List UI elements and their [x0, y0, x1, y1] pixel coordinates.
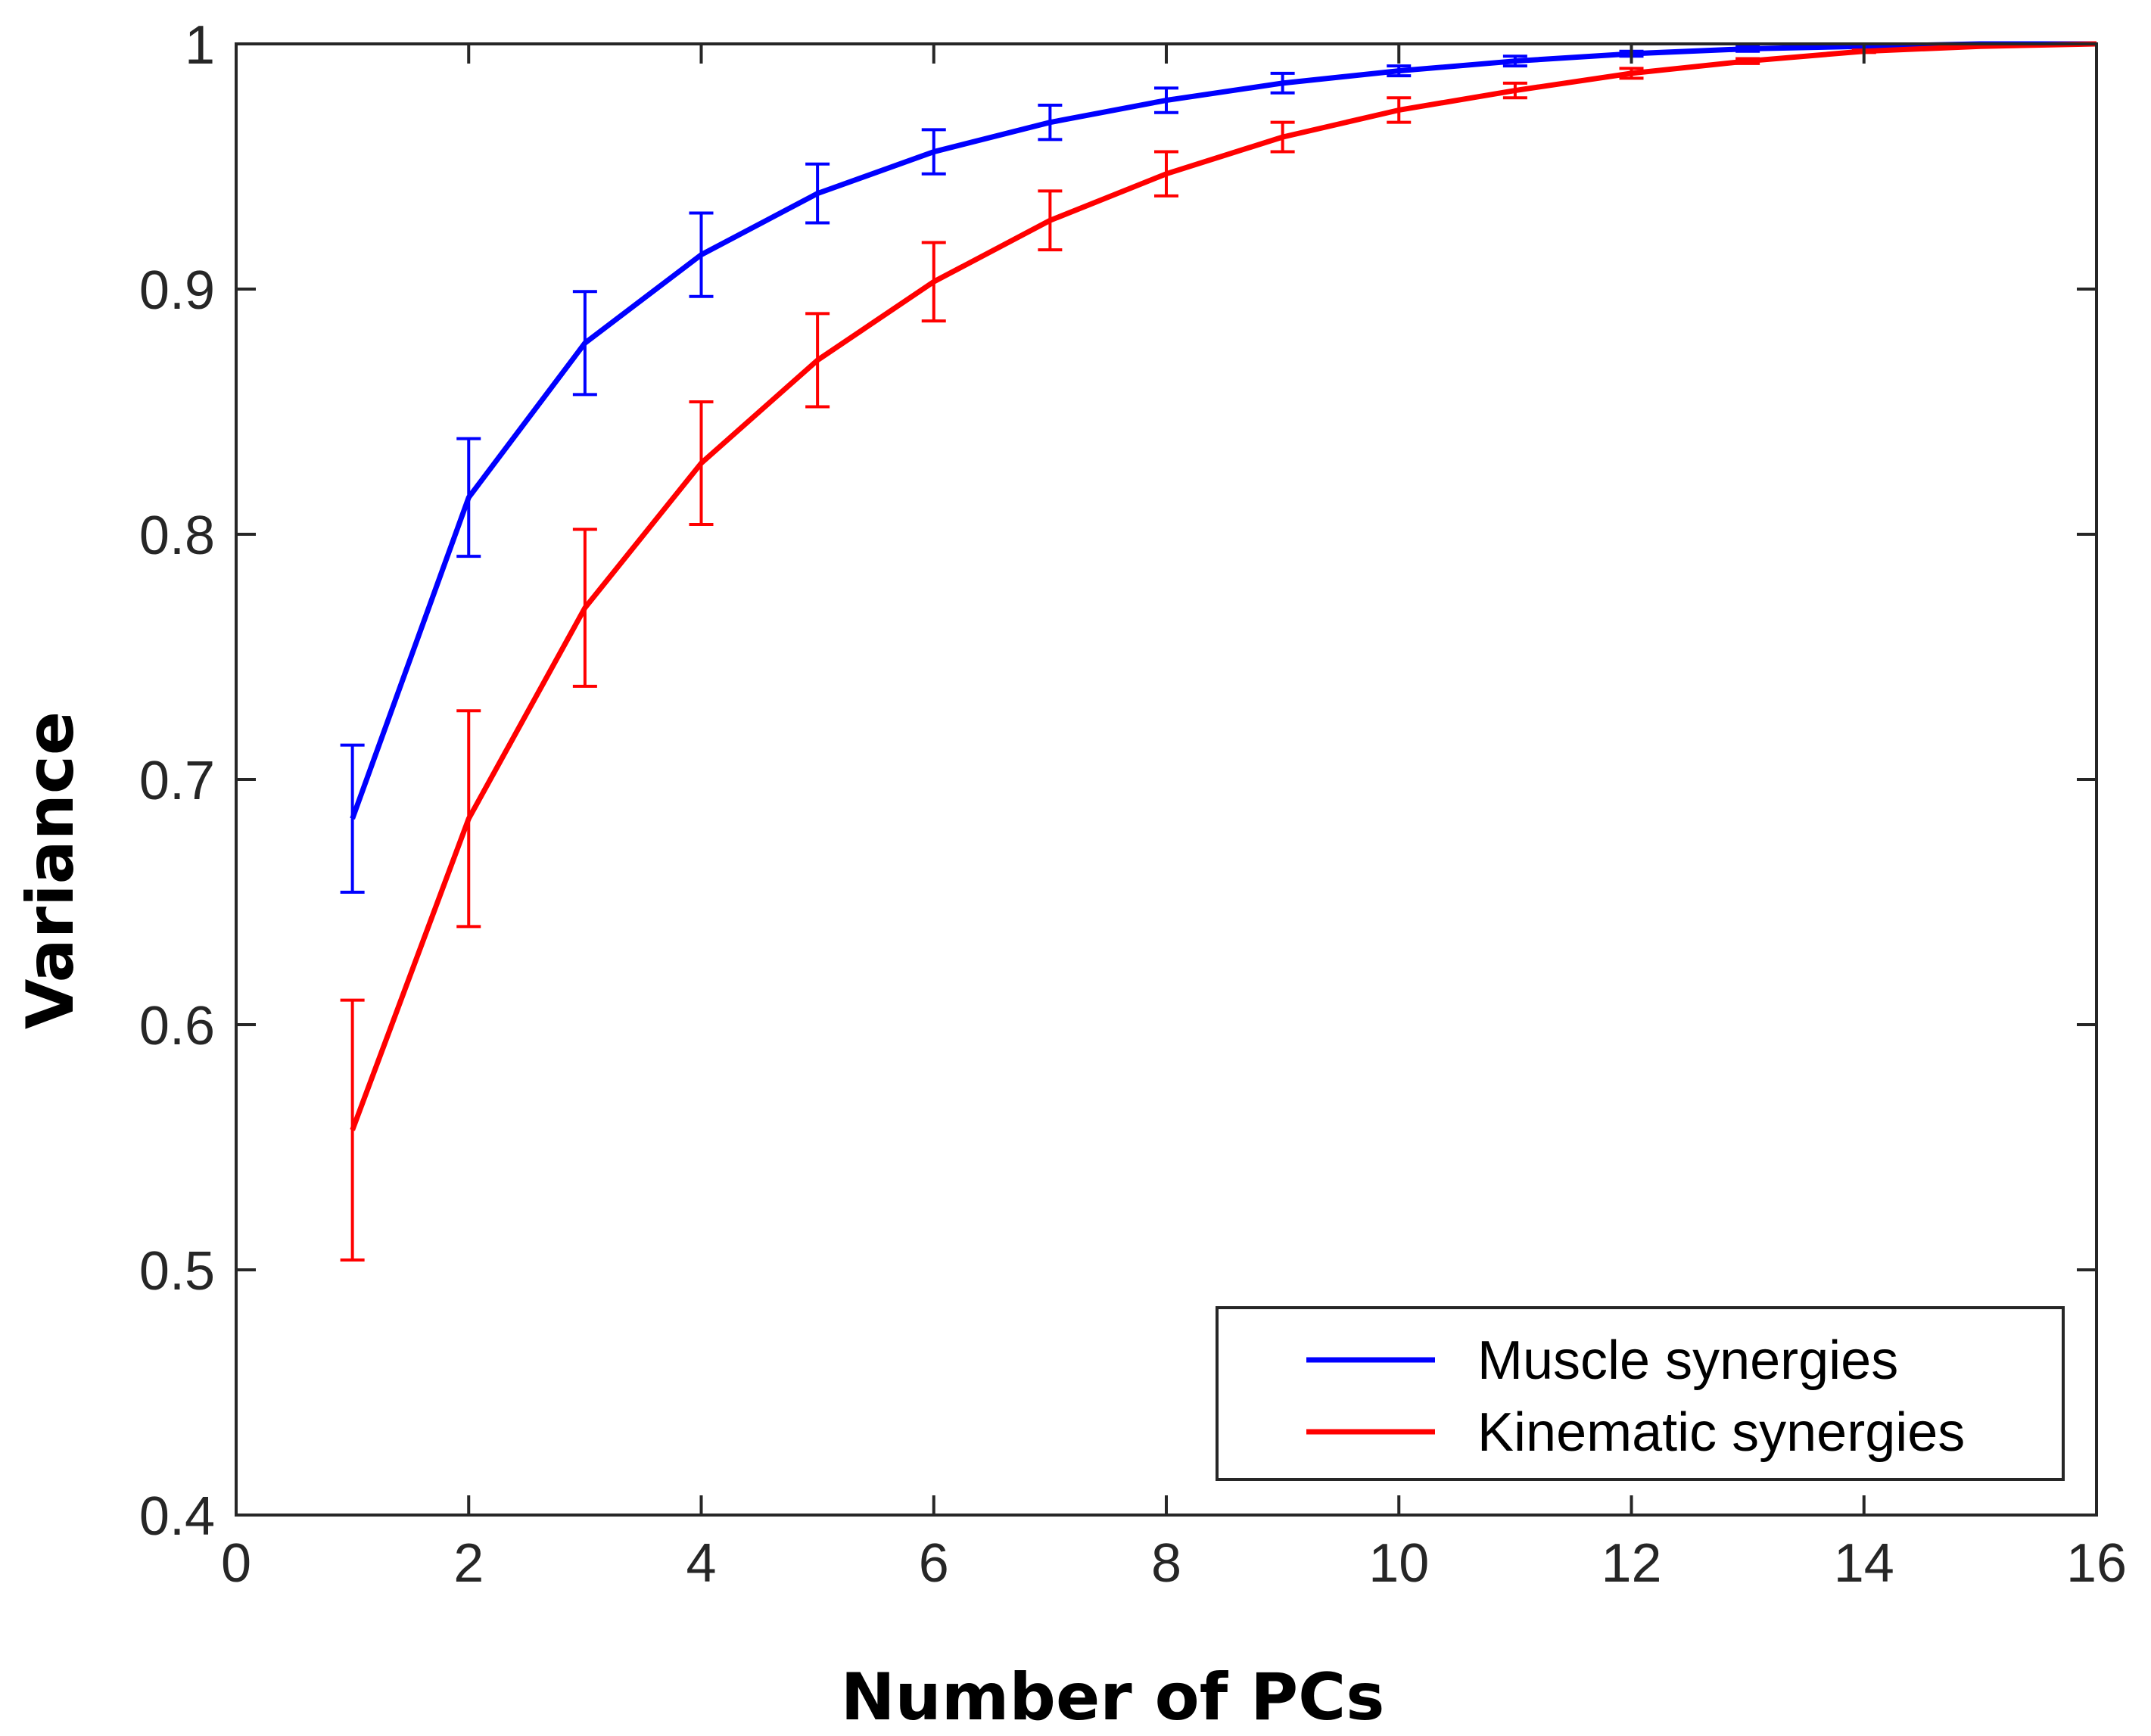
x-tick-label: 0	[221, 1533, 251, 1594]
error-bar	[456, 709, 481, 929]
x-tick-label: 6	[919, 1533, 949, 1594]
error-bar	[572, 527, 597, 688]
error-bar	[1154, 150, 1178, 198]
x-axis-tick-labels: 0 2 4 6 8 10 12 14 16	[221, 1533, 2127, 1594]
x-tick-label: 16	[2066, 1533, 2127, 1594]
y-axis-title: Variance	[13, 711, 89, 1029]
x-tick-label: 10	[1368, 1533, 1429, 1594]
x-tick-label: 14	[1834, 1533, 1894, 1594]
x-tick-label: 2	[453, 1533, 484, 1594]
error-bar	[1038, 104, 1063, 142]
error-bar	[1735, 57, 1760, 65]
error-bar	[1270, 71, 1295, 95]
series-line-kinematic-synergies	[350, 41, 2097, 1131]
y-axis-tick-labels: 0.4 0.5 0.6 0.7 0.8 0.9 1	[139, 15, 215, 1547]
x-axis-title: Number of PCs	[841, 1660, 1385, 1735]
error-bar	[1270, 120, 1295, 154]
error-bar	[1154, 86, 1178, 114]
series-muscle-synergies	[340, 41, 2097, 894]
y-tick-label: 0.6	[139, 996, 215, 1056]
error-bar	[805, 312, 830, 409]
y-tick-label: 1	[185, 15, 215, 76]
error-bar	[689, 211, 714, 298]
axis-ticks	[235, 42, 2098, 1517]
x-tick-label: 8	[1151, 1533, 1181, 1594]
legend-label-muscle-synergies: Muscle synergies	[1477, 1330, 1898, 1391]
legend-box	[1216, 1306, 2065, 1481]
series-kinematic-synergies	[340, 41, 2097, 1262]
error-bar	[1735, 45, 1760, 53]
error-bar	[1387, 96, 1412, 124]
error-bar	[340, 998, 365, 1262]
y-tick-label: 0.8	[139, 506, 215, 566]
legend: Muscle synergies Kinematic synergies	[1216, 1306, 2065, 1481]
series-layer	[340, 41, 2097, 1262]
error-bar	[921, 241, 946, 323]
error-bar	[1502, 54, 1527, 68]
error-bar	[1038, 189, 1063, 252]
error-bar	[689, 400, 714, 527]
error-bar	[921, 128, 946, 176]
x-tick-label: 12	[1601, 1533, 1661, 1594]
series-line-muscle-synergies	[350, 41, 2097, 820]
y-tick-label: 0.9	[139, 260, 215, 321]
error-bar	[1502, 81, 1527, 100]
error-bar	[805, 162, 830, 225]
error-bar	[456, 437, 481, 558]
y-tick-label: 0.7	[139, 751, 215, 811]
legend-label-kinematic-synergies: Kinematic synergies	[1477, 1402, 1965, 1463]
error-bar	[1387, 64, 1412, 78]
error-bar	[1619, 67, 1644, 80]
y-tick-label: 0.5	[139, 1241, 215, 1302]
error-bar	[572, 290, 597, 397]
error-bar	[340, 743, 365, 894]
x-tick-label: 4	[686, 1533, 716, 1594]
y-tick-label: 0.4	[139, 1486, 215, 1547]
